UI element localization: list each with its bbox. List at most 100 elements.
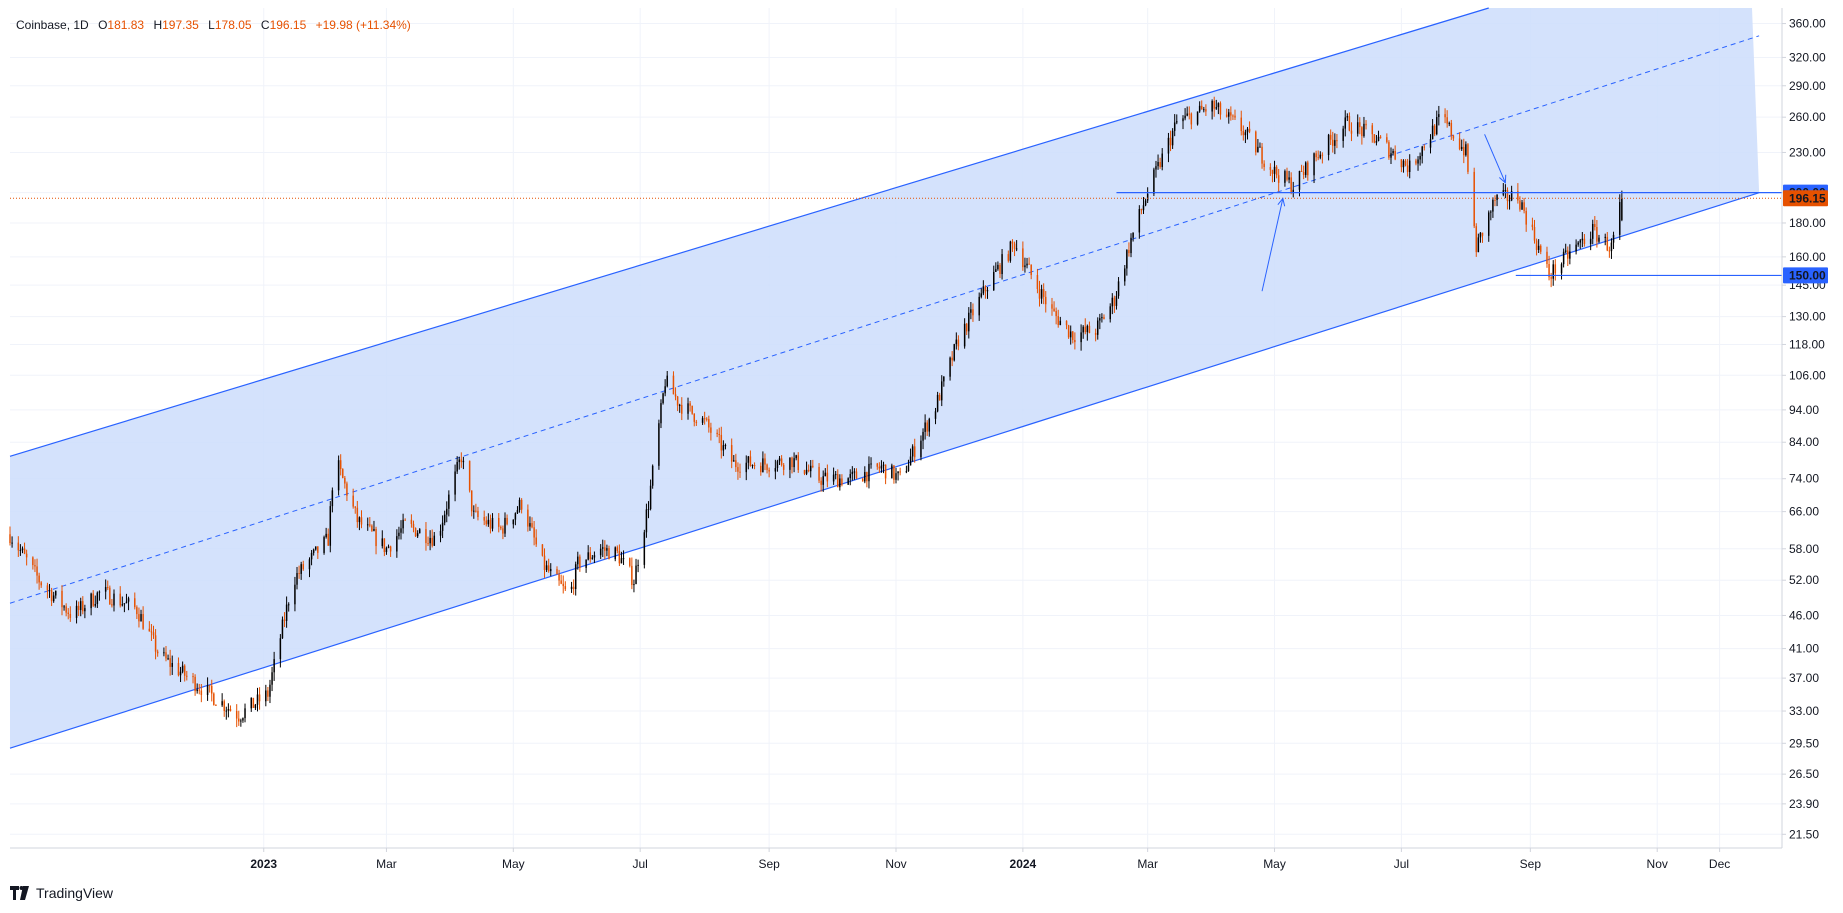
- candle-body: [1583, 238, 1586, 244]
- candle-body: [446, 508, 448, 515]
- candle-body: [11, 542, 13, 544]
- price-tick-label: 94.00: [1789, 403, 1819, 417]
- high-label: H: [153, 18, 162, 32]
- candle-body: [531, 523, 533, 528]
- candle-body: [547, 565, 550, 572]
- candle-body: [647, 509, 650, 511]
- candle-body: [1190, 113, 1193, 125]
- candle-body: [489, 519, 492, 529]
- price-tick-label: 23.90: [1789, 797, 1819, 811]
- candle-body: [1321, 154, 1324, 156]
- candle-body: [1579, 240, 1582, 243]
- candle-body: [797, 455, 799, 471]
- candle-body: [156, 651, 159, 654]
- candle-body: [1225, 114, 1228, 117]
- candle-body: [951, 357, 953, 361]
- close-value: 196.15: [270, 18, 307, 32]
- candle-body: [1525, 210, 1527, 225]
- candle-body: [183, 665, 186, 676]
- candle-body: [782, 464, 785, 470]
- candle-body: [1138, 209, 1141, 233]
- tradingview-brand[interactable]: TradingView: [10, 885, 113, 901]
- candle-body: [718, 434, 720, 436]
- candle-body: [1594, 223, 1596, 227]
- candle-body: [1575, 244, 1577, 252]
- candle-body: [1067, 325, 1070, 338]
- candle-body: [674, 394, 677, 397]
- candle-body: [1171, 130, 1174, 146]
- candle-body: [591, 557, 594, 560]
- candle-body: [849, 474, 851, 479]
- candle-body: [269, 684, 271, 697]
- candle-body: [36, 566, 38, 576]
- candle-body: [1604, 236, 1606, 238]
- candle-body: [687, 403, 689, 414]
- candle-body: [52, 595, 55, 602]
- candle-body: [512, 519, 515, 525]
- candle-body: [1506, 190, 1509, 201]
- candle-body: [134, 598, 136, 608]
- candle-body: [215, 704, 217, 706]
- candle-body: [1053, 308, 1055, 312]
- candle-body: [1230, 112, 1232, 116]
- candle-body: [1423, 146, 1426, 148]
- candle-body: [909, 456, 912, 466]
- candle-body: [1548, 264, 1550, 278]
- candle-body: [477, 510, 479, 518]
- time-axis[interactable]: 2023 Mar May Jul Sep Nov 2024 Mar May Jul Sep Nov De…: [250, 848, 1730, 871]
- candle-body: [841, 478, 843, 485]
- price-tick-label: 52.00: [1789, 573, 1819, 587]
- candle-body: [17, 542, 20, 551]
- price-tick-label: 41.00: [1789, 642, 1819, 656]
- candle-body: [354, 506, 356, 508]
- candle-body: [1080, 332, 1082, 343]
- candle-body: [1298, 170, 1301, 190]
- candle-body: [1013, 243, 1016, 249]
- candle-body: [1186, 113, 1188, 116]
- candle-body: [550, 568, 552, 572]
- candle-body: [635, 565, 637, 585]
- candle-body: [125, 601, 128, 604]
- candle-body: [999, 264, 1001, 275]
- candle-body: [1446, 117, 1448, 124]
- candle-body: [1176, 121, 1178, 123]
- candle-body: [90, 593, 92, 609]
- candle-body: [1523, 202, 1525, 211]
- candle-body: [574, 564, 577, 590]
- candle-body: [764, 458, 766, 465]
- candle-body: [79, 601, 82, 611]
- time-tick-label: Dec: [1709, 857, 1730, 871]
- candle-body: [1169, 137, 1172, 146]
- candle-body: [252, 697, 255, 708]
- candle-body: [1173, 122, 1176, 131]
- candle-body: [649, 485, 652, 510]
- candle-body: [1057, 316, 1059, 325]
- candle-body: [1365, 123, 1367, 126]
- candle-body: [1315, 153, 1317, 158]
- candle-body: [179, 671, 182, 676]
- candle-body: [891, 465, 893, 479]
- drawing-overlays[interactable]: [10, 134, 1782, 292]
- candle-body: [1508, 200, 1511, 202]
- candle-body: [631, 565, 633, 585]
- candle-body: [980, 293, 983, 297]
- candle-body: [371, 525, 373, 531]
- candle-body: [119, 593, 121, 606]
- candle-body: [1109, 306, 1111, 320]
- candle-body: [63, 606, 65, 608]
- candle-body: [192, 676, 194, 678]
- candle-body: [400, 528, 402, 533]
- candle-body: [1275, 166, 1278, 176]
- price-tick-label: 46.00: [1789, 608, 1819, 622]
- tradingview-logo-icon: [10, 886, 29, 900]
- candle-body: [587, 552, 589, 560]
- candle-body: [48, 590, 51, 592]
- candle-body: [812, 465, 814, 467]
- price-tick-label: 33.00: [1789, 704, 1819, 718]
- candle-body: [448, 494, 450, 509]
- candlestick-series: [9, 96, 1623, 728]
- time-tick-label: Sep: [758, 857, 780, 871]
- candle-body: [1342, 128, 1344, 141]
- candle-body: [789, 457, 791, 470]
